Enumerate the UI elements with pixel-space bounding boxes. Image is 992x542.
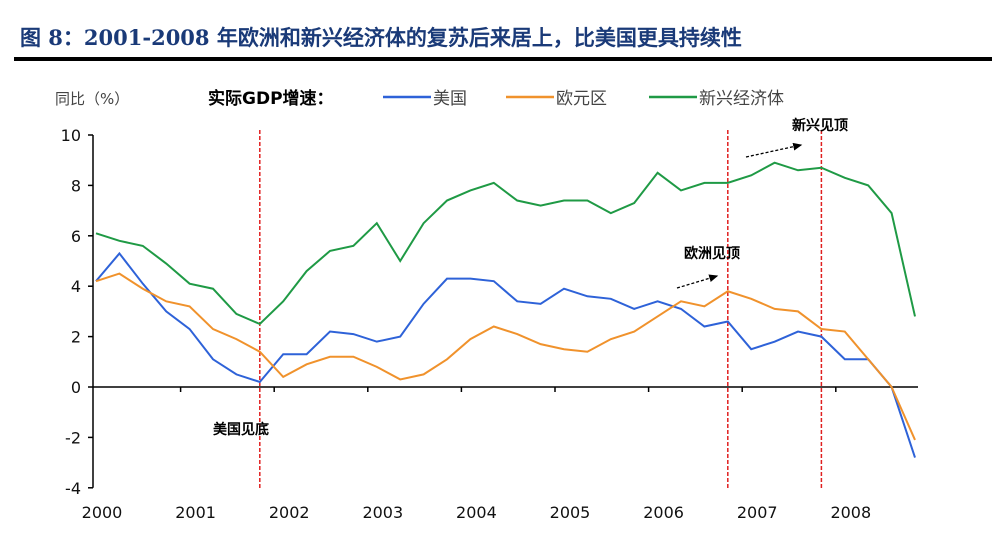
y-tick-label: 4 bbox=[71, 277, 81, 296]
title-divider bbox=[14, 57, 992, 61]
annotation-label: 新兴见顶 bbox=[792, 117, 848, 134]
legend-label: 欧元区 bbox=[556, 89, 607, 109]
chart-title: 图 8：2001-2008 年欧洲和新兴经济体的复苏后来居上，比美国更具持续性 bbox=[20, 25, 742, 50]
y-tick-label: 8 bbox=[71, 176, 81, 195]
x-tick-label: 2008 bbox=[830, 503, 871, 522]
series-line-0 bbox=[95, 251, 916, 458]
series-line-1 bbox=[95, 272, 916, 441]
x-tick-label: 2001 bbox=[175, 503, 216, 522]
annotation-label: 美国见底 bbox=[213, 421, 269, 438]
annotation-arrow bbox=[676, 274, 719, 289]
series-line-2 bbox=[95, 161, 916, 326]
y-tick-label: 10 bbox=[61, 126, 81, 145]
y-tick-label: -2 bbox=[65, 428, 81, 447]
y-tick-label: 2 bbox=[71, 328, 81, 347]
y-tick-label: 0 bbox=[71, 378, 81, 397]
x-tick-label: 2000 bbox=[82, 503, 123, 522]
annotation-label: 欧洲见顶 bbox=[684, 245, 740, 262]
y-tick-label: 6 bbox=[71, 227, 81, 246]
x-tick-label: 2007 bbox=[737, 503, 778, 522]
legend-label: 新兴经济体 bbox=[699, 89, 784, 109]
y-axis-label: 同比（%） bbox=[55, 90, 129, 108]
legend-title: 实际GDP增速： bbox=[208, 88, 334, 109]
x-tick-label: 2002 bbox=[269, 503, 310, 522]
x-tick-label: 2003 bbox=[362, 503, 403, 522]
legend-label: 美国 bbox=[433, 89, 467, 109]
x-tick-label: 2006 bbox=[643, 503, 684, 522]
x-tick-label: 2004 bbox=[456, 503, 497, 522]
y-tick-label: -4 bbox=[65, 479, 81, 498]
annotation-arrow bbox=[745, 142, 803, 158]
x-tick-label: 2005 bbox=[550, 503, 591, 522]
